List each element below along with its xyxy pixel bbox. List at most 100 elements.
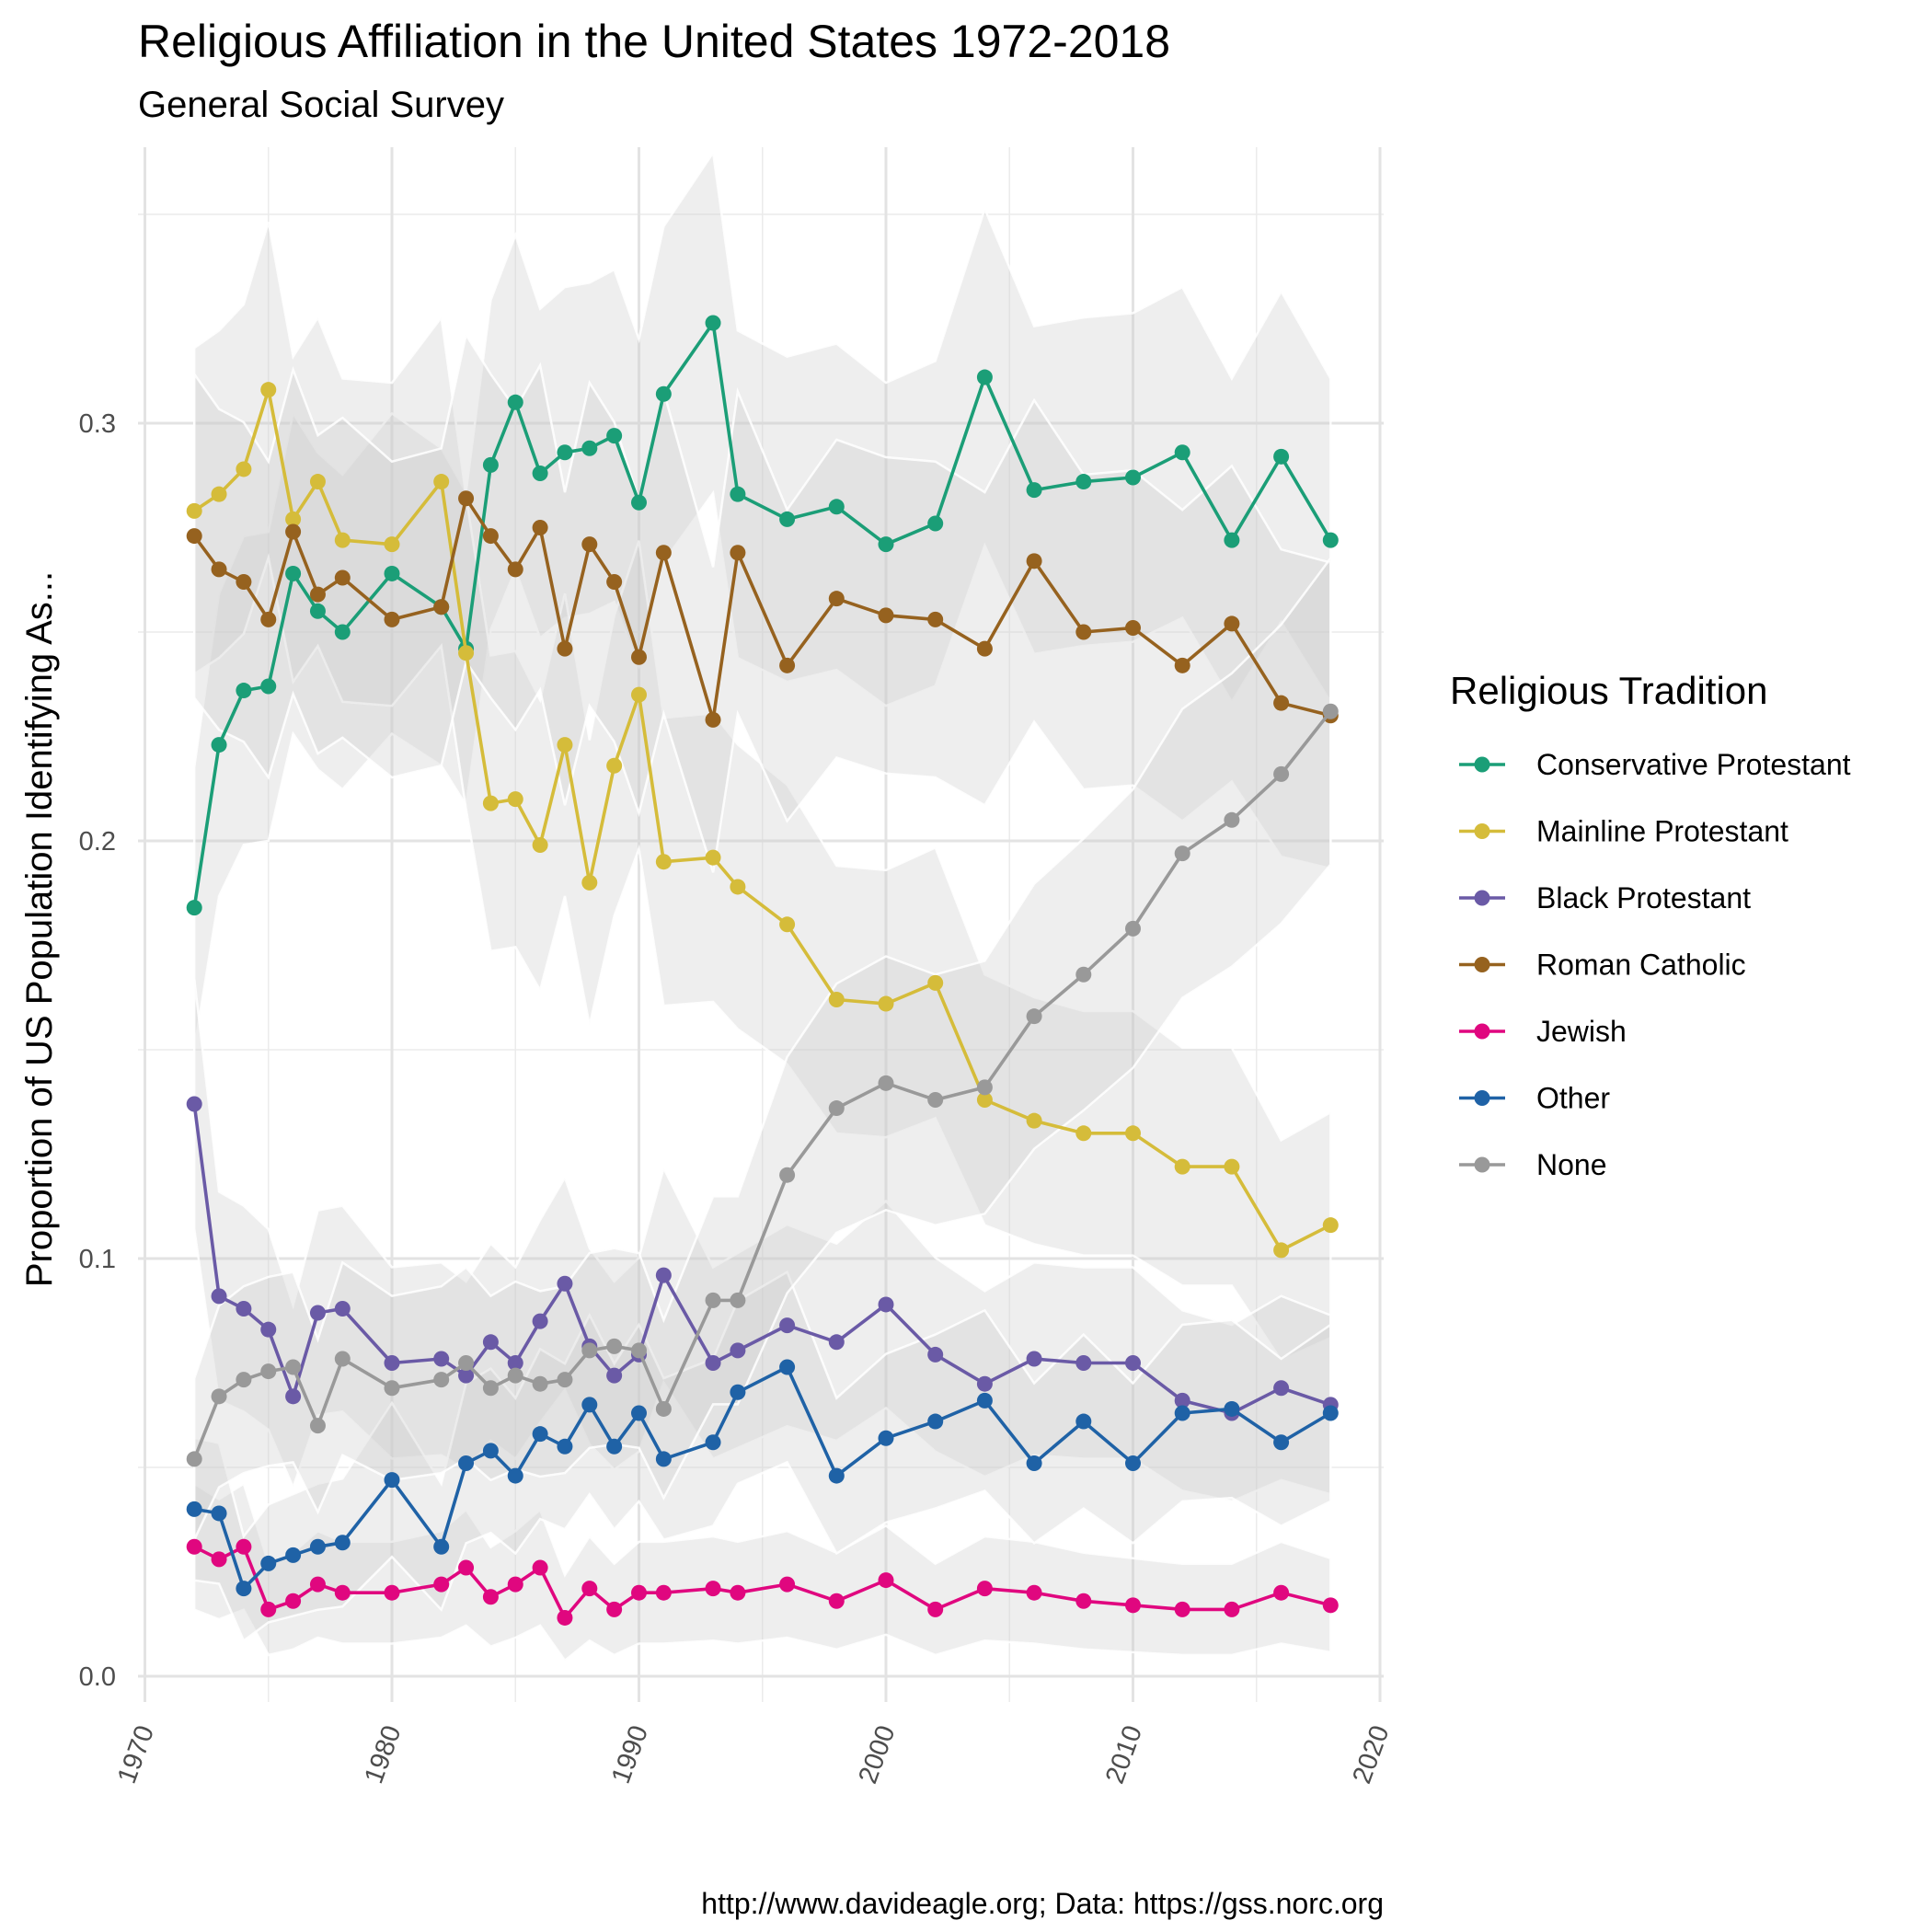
data-point — [532, 1426, 548, 1443]
data-point — [1075, 1125, 1092, 1142]
data-point — [655, 1451, 672, 1467]
data-point — [730, 1292, 746, 1308]
x-tick-label: 1970 — [112, 1721, 160, 1788]
x-tick-label: 2000 — [853, 1721, 901, 1788]
data-point — [482, 1443, 499, 1459]
data-point — [433, 1372, 450, 1388]
data-point — [705, 1292, 721, 1308]
data-point — [828, 992, 845, 1008]
data-point — [1273, 1434, 1290, 1451]
data-point — [606, 1367, 623, 1384]
data-point — [927, 1413, 944, 1430]
data-point — [828, 499, 845, 515]
confidence-band — [192, 331, 1332, 873]
data-point — [482, 1334, 499, 1351]
data-point — [631, 494, 647, 511]
data-point — [976, 1392, 993, 1409]
data-point — [976, 1375, 993, 1392]
data-point — [1174, 1405, 1190, 1421]
series-other — [186, 1359, 1339, 1597]
data-point — [507, 791, 523, 808]
data-point — [309, 1418, 326, 1434]
data-point — [705, 1434, 721, 1451]
data-point — [433, 1538, 450, 1555]
data-point — [507, 1576, 523, 1593]
x-tick-label: 1990 — [606, 1721, 654, 1788]
data-point — [458, 490, 475, 507]
data-point — [655, 385, 672, 402]
data-point — [1322, 1405, 1339, 1421]
data-point — [211, 1551, 227, 1568]
data-point — [828, 1593, 845, 1609]
data-point — [779, 916, 796, 933]
data-point — [1125, 619, 1141, 636]
data-point — [1224, 1601, 1240, 1617]
data-point — [606, 1338, 623, 1354]
legend: Conservative Protestant Mainline Protesta… — [1459, 748, 1851, 1181]
x-tick-label: 1980 — [359, 1721, 407, 1788]
data-point — [1322, 1597, 1339, 1614]
data-point — [532, 1559, 548, 1576]
legend-item: None — [1459, 1148, 1607, 1181]
data-point — [384, 1355, 400, 1371]
data-point — [779, 1317, 796, 1334]
data-point — [705, 711, 721, 728]
data-point — [878, 536, 894, 553]
data-point — [433, 1576, 450, 1593]
data-point — [211, 737, 227, 753]
data-point — [334, 569, 351, 586]
data-point — [285, 523, 302, 540]
legend-item: Conservative Protestant — [1459, 748, 1851, 781]
data-point — [557, 737, 573, 753]
data-point — [655, 1584, 672, 1601]
data-point — [186, 1538, 202, 1555]
data-point — [1125, 469, 1141, 486]
legend-key-point — [1474, 1156, 1490, 1173]
legend-label: Other — [1536, 1082, 1610, 1115]
data-point — [828, 1334, 845, 1351]
data-point — [458, 645, 475, 661]
data-point — [482, 795, 499, 811]
data-point — [186, 528, 202, 545]
data-point — [828, 1100, 845, 1117]
data-point — [186, 900, 202, 916]
data-point — [1273, 1584, 1290, 1601]
data-point — [705, 1581, 721, 1597]
data-point — [1125, 1597, 1141, 1614]
data-point — [1125, 920, 1141, 937]
chart-subtitle: General Social Survey — [138, 85, 504, 125]
data-point — [458, 1455, 475, 1471]
data-point — [285, 1359, 302, 1375]
data-point — [334, 1351, 351, 1367]
data-point — [581, 1397, 598, 1413]
data-point — [236, 574, 252, 591]
data-point — [878, 1075, 894, 1091]
legend-label: Jewish — [1536, 1015, 1627, 1048]
data-point — [1224, 532, 1240, 548]
data-point — [532, 520, 548, 535]
chart-title: Religious Affiliation in the United Stat… — [138, 16, 1170, 67]
data-point — [260, 1363, 277, 1380]
data-point — [557, 1609, 573, 1626]
data-point — [730, 1584, 746, 1601]
data-point — [186, 1451, 202, 1467]
data-point — [730, 486, 746, 502]
data-point — [334, 624, 351, 640]
data-point — [285, 565, 302, 581]
series-lines — [186, 315, 1339, 1626]
data-point — [433, 1351, 450, 1367]
data-point — [976, 640, 993, 657]
data-point — [211, 1288, 227, 1305]
data-point — [384, 536, 400, 553]
data-point — [606, 1438, 623, 1455]
data-point — [334, 1300, 351, 1317]
legend-key-point — [1474, 1023, 1490, 1040]
data-point — [655, 1400, 672, 1417]
data-point — [260, 1601, 277, 1617]
data-point — [458, 1367, 475, 1384]
data-point — [1026, 482, 1042, 499]
data-point — [1026, 1351, 1042, 1367]
data-point — [211, 1505, 227, 1522]
data-point — [631, 1342, 647, 1359]
